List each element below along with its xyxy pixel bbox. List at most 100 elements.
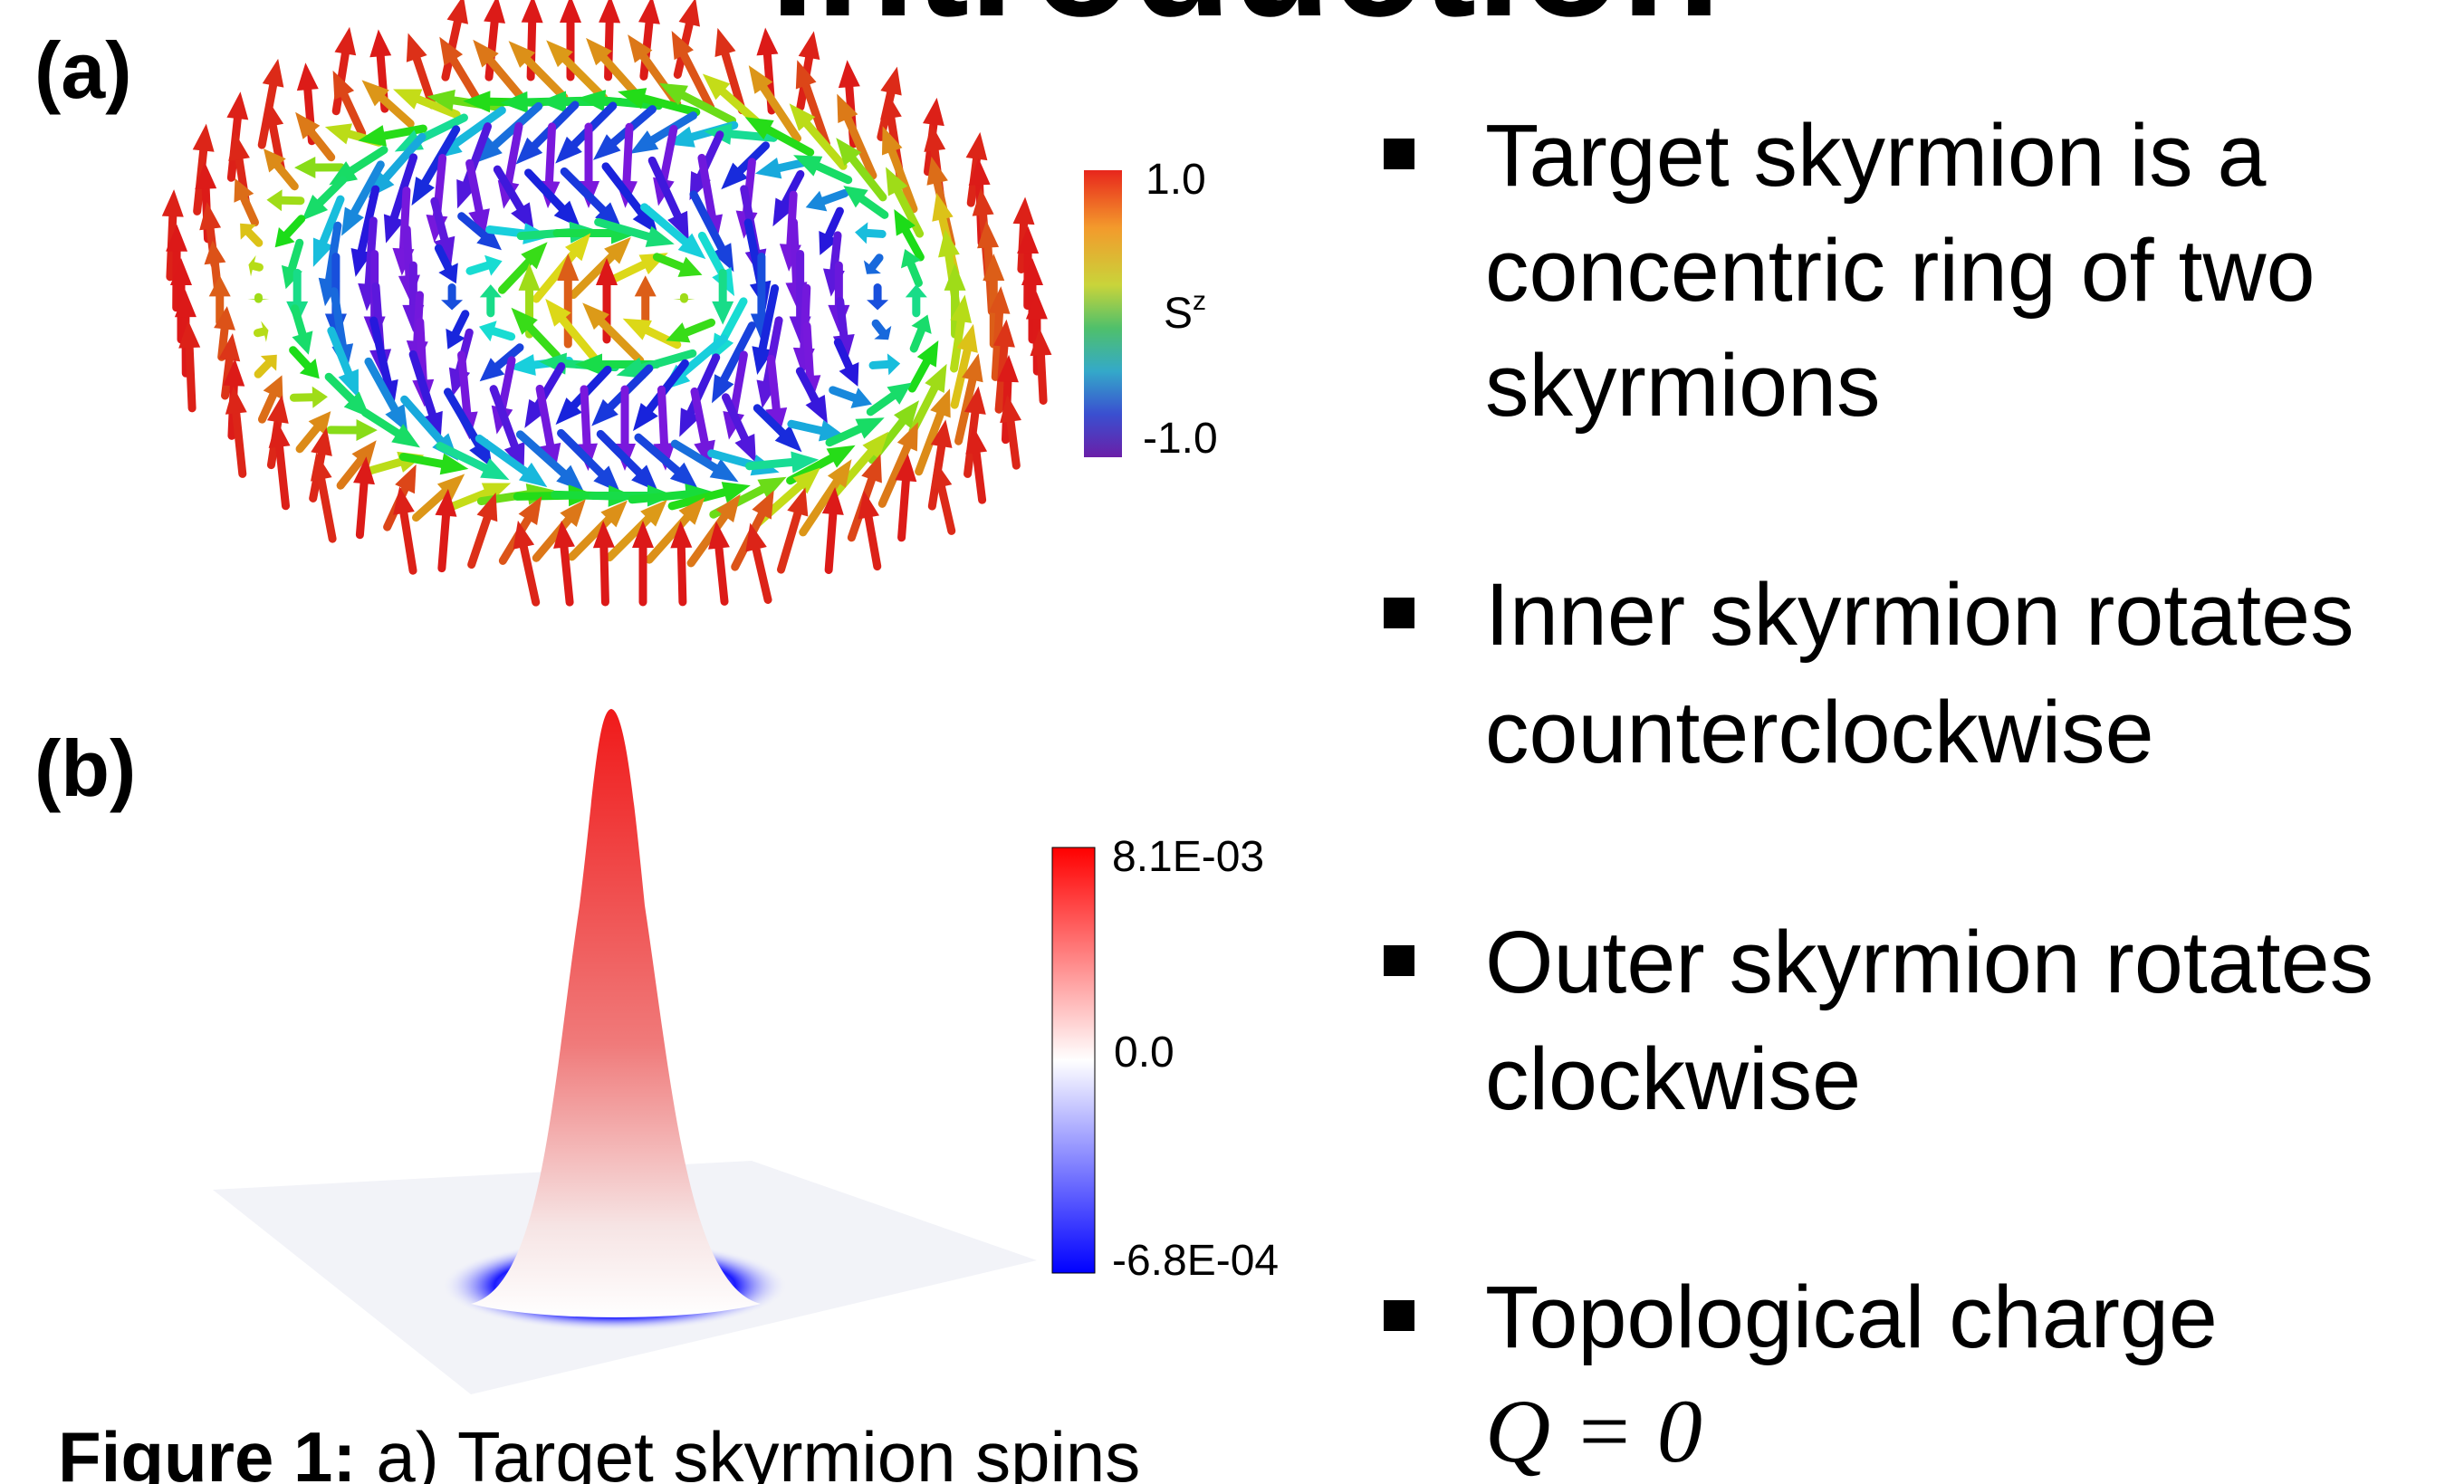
- slide: Introduction (a) 1.0 Sz -1.0 (b) 8.1E-03…: [0, 0, 2464, 1484]
- spin-shaft: [293, 350, 308, 366]
- colorbar-min: -6.8E-04: [1112, 1237, 1279, 1285]
- spin-shaft: [280, 447, 286, 506]
- panel-label: (a): [34, 25, 132, 115]
- spin-shaft: [312, 132, 331, 157]
- spin-head: [334, 27, 356, 56]
- caption-label: Figure 1:: [58, 1417, 356, 1484]
- spin-shaft: [300, 428, 317, 449]
- spin-head: [673, 299, 695, 301]
- bullet-marker: [1384, 945, 1414, 976]
- spin-shaft: [236, 413, 243, 474]
- spin-shaft: [189, 348, 192, 408]
- spin-shaft: [529, 173, 562, 208]
- colorbar-label-sup: z: [1193, 286, 1206, 316]
- colorbar-min: -1.0: [1143, 415, 1218, 463]
- spin-head: [247, 299, 269, 301]
- spin-shaft: [455, 314, 465, 334]
- bullet-line: concentric ring of two: [1485, 221, 2315, 320]
- bullet-marker: [1384, 598, 1414, 628]
- spin-head: [539, 91, 566, 113]
- spin-head: [635, 275, 657, 296]
- spin-head: [887, 353, 900, 375]
- spin-shaft: [681, 548, 683, 602]
- caption: Figure 1: a) Target skyrmion spins: [58, 1417, 1140, 1484]
- colorbar: [1084, 170, 1122, 457]
- colorbar-mid: 0.0: [1114, 1029, 1174, 1077]
- spin-shaft: [750, 462, 792, 465]
- spin-shaft: [731, 134, 773, 138]
- spin-shaft: [911, 264, 918, 283]
- spin-head: [623, 319, 652, 340]
- spin-head: [925, 364, 946, 393]
- panel-label: (b): [34, 723, 136, 813]
- spin-shaft: [292, 243, 299, 268]
- spin-head: [312, 387, 328, 408]
- spin-shaft: [627, 127, 629, 181]
- spin-shaft: [254, 266, 260, 268]
- spin-shaft: [561, 433, 601, 473]
- spin-shaft: [282, 200, 301, 201]
- spin-shaft: [404, 513, 413, 570]
- colorbar-label-main: S: [1164, 290, 1193, 338]
- spin-shaft: [494, 331, 512, 337]
- spin-shaft: [293, 397, 312, 398]
- spin-shaft: [614, 264, 644, 279]
- spin-head: [714, 28, 735, 57]
- spin-head: [755, 158, 781, 178]
- spin-shaft: [872, 258, 879, 267]
- spin-field: [162, 0, 1052, 602]
- spin-head: [294, 157, 315, 178]
- spin-head: [162, 189, 184, 216]
- spin-shaft: [370, 462, 400, 470]
- spin-head: [679, 0, 700, 26]
- spin-shaft: [258, 363, 268, 374]
- spin-shaft: [540, 388, 550, 445]
- bullet-line: skyrmions: [1485, 336, 1881, 435]
- spin-shaft: [564, 548, 570, 603]
- spin-shaft: [868, 233, 883, 234]
- spin-head: [325, 123, 352, 144]
- spin-head: [226, 91, 248, 120]
- spin-shaft: [442, 516, 446, 569]
- spin-shaft: [287, 219, 302, 235]
- spin-head: [1013, 197, 1035, 225]
- spin-head: [341, 207, 364, 236]
- bullet-line: Target skyrmion is a: [1485, 106, 2267, 205]
- spin-head: [855, 417, 884, 438]
- spin-shaft: [912, 362, 926, 388]
- spin-shaft: [454, 60, 479, 101]
- spin-shaft: [1011, 422, 1016, 466]
- spin-shaft: [472, 518, 487, 564]
- spin-head: [629, 130, 658, 154]
- spin-shaft: [321, 479, 332, 539]
- spin-shaft: [470, 163, 480, 210]
- spin-head: [906, 284, 927, 297]
- spin-shaft: [771, 359, 776, 408]
- caption-text: a) Target skyrmion spins: [376, 1417, 1140, 1484]
- spin-shaft: [686, 322, 712, 332]
- spin-head: [839, 60, 860, 88]
- spin-head: [447, 0, 468, 24]
- spin-shaft: [876, 323, 883, 332]
- spin-shaft: [807, 326, 810, 376]
- spin-shaft: [1040, 355, 1043, 400]
- spin-shaft: [277, 166, 294, 187]
- spin-shaft: [719, 548, 724, 601]
- spin-shaft: [942, 487, 952, 531]
- spin-shaft: [503, 360, 513, 407]
- spin-shaft: [870, 396, 893, 412]
- bullet-line: Topological charge: [1485, 1268, 2218, 1366]
- spin-head: [855, 222, 868, 244]
- spin-head: [599, 0, 620, 23]
- bullet-line: Inner skyrmion rotates: [1485, 565, 2354, 664]
- spin-shaft: [657, 257, 682, 267]
- spin-head: [923, 98, 944, 126]
- bullet-line: clockwise: [1485, 1029, 1861, 1128]
- spin-shaft: [385, 129, 424, 136]
- spin-shaft: [584, 389, 587, 444]
- spin-shaft: [695, 391, 705, 442]
- spin-shaft: [833, 390, 855, 398]
- spin-shaft: [823, 193, 845, 201]
- spin-shaft: [829, 514, 833, 570]
- spin-shaft: [407, 229, 409, 275]
